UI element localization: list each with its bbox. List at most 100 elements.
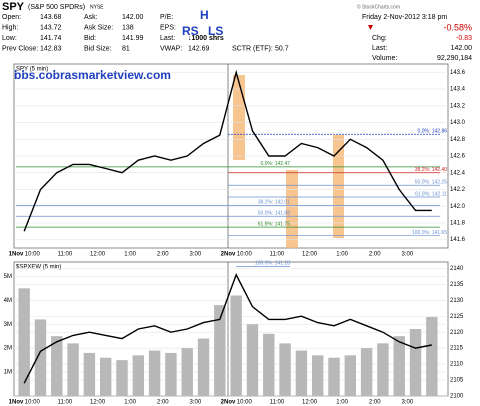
x-tick-label: 12:00 bbox=[302, 252, 318, 258]
quote-label: EPS: bbox=[160, 24, 176, 31]
retracement-label: 50.0%: 142.25 bbox=[415, 180, 447, 186]
retracement-label: 0.0%: 142.86 bbox=[418, 129, 448, 135]
note: LS bbox=[208, 24, 223, 38]
volume-bar bbox=[409, 329, 422, 396]
y-tick-label: 141.6 bbox=[450, 237, 466, 243]
symbol-name: (S&P 500 SPDRs) bbox=[28, 4, 85, 11]
retracement-label: 38.2%: 142.01 bbox=[258, 200, 290, 206]
volume-bar bbox=[165, 352, 177, 396]
volume-bar bbox=[295, 350, 308, 396]
url-note: bbs.cobrasmarketview.com bbox=[14, 68, 171, 82]
summary-label: Chg: bbox=[372, 35, 387, 42]
highlight-band bbox=[233, 75, 245, 160]
x-tick-label: 1:00 bbox=[336, 400, 348, 406]
volume-bar bbox=[393, 336, 405, 396]
y-tick-label: 2M bbox=[4, 346, 12, 352]
volume-bar bbox=[246, 324, 259, 396]
source: © StockCharts.com bbox=[357, 3, 400, 10]
x-tick-label: 2:00 bbox=[157, 252, 169, 258]
retracement-label: 50.0%: 141.88 bbox=[258, 211, 290, 217]
highlight-band bbox=[333, 135, 344, 238]
retracement-label: 0.0%: 142.47 bbox=[261, 161, 291, 167]
volume-bar bbox=[214, 305, 226, 396]
x-tick-label: 11:00 bbox=[58, 400, 73, 406]
x-tick-label: 10:00 bbox=[237, 252, 253, 258]
volume-bar bbox=[51, 336, 63, 396]
quote-value: 142.00 bbox=[122, 14, 144, 21]
symbol: SPY bbox=[2, 1, 25, 13]
y-tick-label: 2115 bbox=[450, 346, 464, 352]
quote-value: 142.83 bbox=[40, 45, 62, 52]
quote-label: Last: bbox=[160, 35, 175, 42]
y-tick-label: 142.6 bbox=[450, 154, 466, 160]
quote-label: Prev Close: bbox=[2, 45, 38, 52]
x-tick-label: 2:00 bbox=[157, 400, 169, 406]
quote-label: P/E: bbox=[160, 14, 173, 21]
y-tick-label: 143.0 bbox=[450, 120, 466, 126]
volume-bar bbox=[311, 355, 324, 396]
y-tick-label: 142.4 bbox=[450, 170, 466, 176]
quote-value: 141.99 bbox=[122, 35, 144, 42]
quote-value: 81 bbox=[122, 45, 130, 52]
y-tick-label: 2120 bbox=[450, 330, 464, 336]
quote-value: 143.72 bbox=[40, 24, 62, 31]
x-tick-label: 10:00 bbox=[25, 252, 41, 258]
y-tick-label: 2100 bbox=[450, 394, 464, 400]
x-tick-label: 1:00 bbox=[336, 252, 348, 258]
y-tick-label: 4M bbox=[4, 298, 12, 304]
volume-bar bbox=[230, 295, 242, 396]
retracement-label: 61.8%: 141.75 bbox=[258, 221, 290, 227]
down-arrow bbox=[368, 25, 373, 30]
quote-label: SCTR (ETF): bbox=[232, 45, 273, 52]
volume-bar bbox=[148, 350, 161, 396]
x-tick-label: 10:00 bbox=[237, 400, 253, 406]
exchange: NYSE bbox=[90, 4, 104, 10]
x-tick-label: 3:00 bbox=[190, 400, 202, 406]
date: Friday 2-Nov-2012 3:18 pm bbox=[362, 14, 447, 21]
volume-bar bbox=[197, 338, 210, 396]
volume-bar bbox=[99, 357, 112, 396]
x-tick-label: 2:00 bbox=[369, 400, 381, 406]
retracement-label: 61.8%: 142.11 bbox=[415, 191, 447, 197]
quote-value: 50.7 bbox=[275, 45, 289, 52]
quote-label: Ask: bbox=[84, 14, 98, 21]
quote-value: 141.74 bbox=[40, 35, 62, 42]
y-tick-label: 2110 bbox=[450, 362, 464, 368]
x-tick-label: 2Nov bbox=[221, 400, 236, 406]
volume-bar bbox=[360, 348, 373, 396]
volume-bar bbox=[426, 317, 438, 396]
quote-label: Ask Size: bbox=[84, 24, 113, 31]
volume-bar bbox=[344, 355, 357, 396]
x-tick-label: 12:00 bbox=[90, 400, 106, 406]
x-tick-label: 1Nov bbox=[9, 400, 24, 406]
volume-bar bbox=[328, 357, 340, 396]
quote-value: ↓1000 shrs bbox=[188, 35, 224, 42]
quote-label: Open: bbox=[2, 14, 21, 21]
panel-title: SPY (5 min) bbox=[16, 67, 48, 73]
volume-bar bbox=[34, 319, 47, 396]
y-tick-label: 5M bbox=[4, 274, 12, 280]
quote-label: Low: bbox=[2, 35, 17, 42]
highlight-band bbox=[286, 170, 298, 248]
x-tick-label: 3:00 bbox=[402, 400, 414, 406]
x-tick-label: 10:00 bbox=[25, 400, 41, 406]
y-tick-label: 143.6 bbox=[450, 70, 466, 76]
quote-value: 142.69 bbox=[188, 45, 210, 52]
summary-label: Last: bbox=[372, 45, 387, 52]
x-tick-label: 2Nov bbox=[221, 252, 236, 258]
y-tick-label: 2105 bbox=[450, 378, 464, 384]
volume-bar bbox=[132, 355, 145, 396]
volume-bar bbox=[116, 360, 128, 396]
volume-bar bbox=[377, 343, 389, 396]
x-tick-label: 1:00 bbox=[124, 252, 136, 258]
quote-label: Bid Size: bbox=[84, 45, 112, 52]
volume-bar bbox=[67, 343, 79, 396]
retracement-label: 38.2%: 142.40 bbox=[415, 167, 447, 173]
y-tick-label: 142.2 bbox=[450, 187, 466, 193]
volume-bar bbox=[263, 333, 275, 396]
note: H bbox=[200, 8, 209, 22]
x-tick-label: 3:00 bbox=[402, 252, 414, 258]
change-pct: -0.58% bbox=[443, 22, 472, 32]
retracement-label: 100.0%: 141.28 bbox=[255, 261, 290, 267]
volume-bar bbox=[18, 288, 30, 396]
